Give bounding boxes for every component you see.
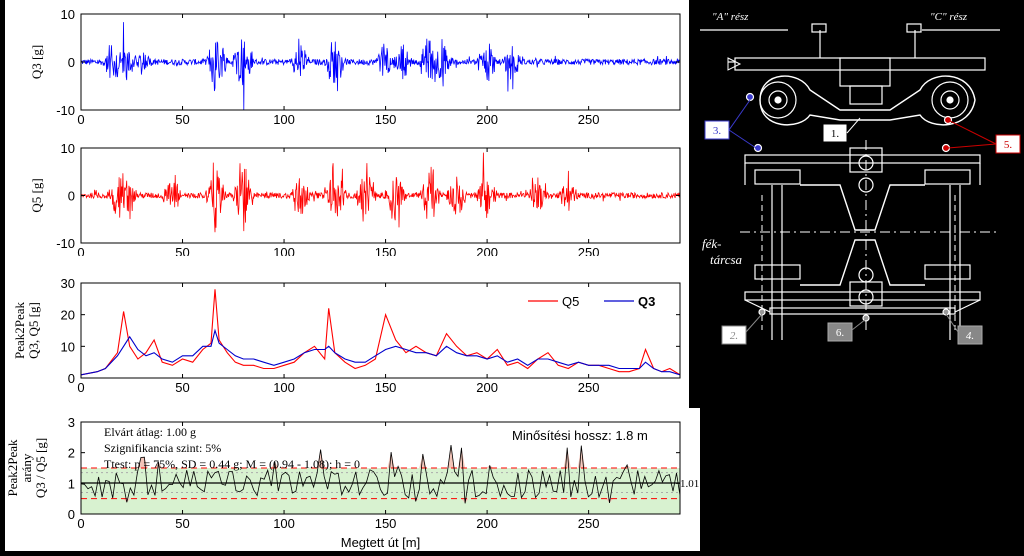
x-axis-label: Megtett út [m] <box>341 535 420 550</box>
y-axis-label: Q3 / Q5 [g] <box>33 438 48 498</box>
y-tick-label: -10 <box>56 103 75 118</box>
y-tick-label: 0 <box>68 371 75 386</box>
x-tick-label: 250 <box>578 112 600 127</box>
sensor-red-1 <box>945 117 952 124</box>
y-tick-label: 30 <box>61 276 75 291</box>
wheel-left-center <box>775 97 781 103</box>
note-expected-mean: Elvárt átlag: 1.00 g <box>104 425 196 439</box>
label-1: 1. <box>831 128 840 140</box>
x-tick-label: 150 <box>375 380 397 395</box>
x-tick-label: 200 <box>476 380 498 395</box>
y-tick-label: 10 <box>61 339 75 354</box>
x-tick-label: 0 <box>77 516 84 531</box>
y-axis-label: Q3, Q5 [g] <box>26 302 41 359</box>
y-tick-label: 1 <box>68 476 75 491</box>
y-axis-label: Peak2Peak <box>5 439 20 497</box>
x-tick-label: 150 <box>375 516 397 531</box>
y-tick-label: 2 <box>68 446 75 461</box>
legend-label-q5: Q5 <box>562 294 579 309</box>
header-c-label: "C" rész <box>930 11 968 23</box>
sensor-blue-1 <box>747 94 754 101</box>
x-tick-label: 200 <box>476 112 498 127</box>
x-tick-label: 50 <box>175 516 189 531</box>
x-tick-label: 150 <box>375 112 397 127</box>
label-5: 5. <box>1004 139 1013 151</box>
y-axis-label: Q3 [g] <box>29 45 44 79</box>
x-tick-label: 100 <box>273 380 295 395</box>
wheel-right-center <box>947 97 953 103</box>
y-axis-label: Q5 [g] <box>29 178 44 212</box>
note-qualification-length: Minősítési hossz: 1.8 m <box>512 428 648 443</box>
y-tick-label: 0 <box>68 507 75 522</box>
y-tick-label: 10 <box>61 141 75 156</box>
brake-disc-label-2: tárcsa <box>710 252 743 267</box>
x-tick-label: 100 <box>273 516 295 531</box>
y-tick-label: -10 <box>56 236 75 251</box>
x-tick-label: 50 <box>175 380 189 395</box>
note-significance: Szignifikancia szint: 5% <box>104 441 221 455</box>
note-ttest: Ttest: p = 75%, SD = 0.44 g; M = (0.94 -… <box>104 457 360 471</box>
y-tick-label: 20 <box>61 308 75 323</box>
y-tick-label: 0 <box>68 189 75 204</box>
brake-disc-label-1: fék- <box>702 236 721 251</box>
label-3: 3. <box>713 125 722 137</box>
chart-panel-4: 1.01 (átlag)0501001502002500123Peak2Peak… <box>5 408 744 551</box>
header-a-label: "A" rész <box>712 11 749 23</box>
acceptance-band <box>81 468 680 514</box>
y-tick-label: 10 <box>61 7 75 22</box>
label-6: 6. <box>836 327 845 339</box>
diagram-background <box>700 0 1024 551</box>
bogie-diagram-svg: "A" rész "C" rész 3. 1. 5. fék-tárcsa 2. 6. 4. <box>700 0 1024 551</box>
x-tick-label: 200 <box>476 516 498 531</box>
y-tick-label: 0 <box>68 55 75 70</box>
label-2: 2. <box>730 330 738 342</box>
x-tick-label: 100 <box>273 112 295 127</box>
bogie-diagram: "A" rész "C" rész 3. 1. 5. fék-tárcsa 2. 6. 4. <box>700 0 1024 551</box>
y-axis-label: Peak2Peak <box>12 301 27 359</box>
x-tick-label: 0 <box>77 380 84 395</box>
y-axis-label: arány <box>19 453 34 482</box>
y-tick-label: 3 <box>68 415 75 430</box>
label-4: 4. <box>966 330 974 342</box>
x-tick-label: 250 <box>578 380 600 395</box>
x-tick-label: 0 <box>77 112 84 127</box>
x-tick-label: 250 <box>578 516 600 531</box>
legend-label-q3: Q3 <box>638 294 655 309</box>
x-tick-label: 50 <box>175 112 189 127</box>
